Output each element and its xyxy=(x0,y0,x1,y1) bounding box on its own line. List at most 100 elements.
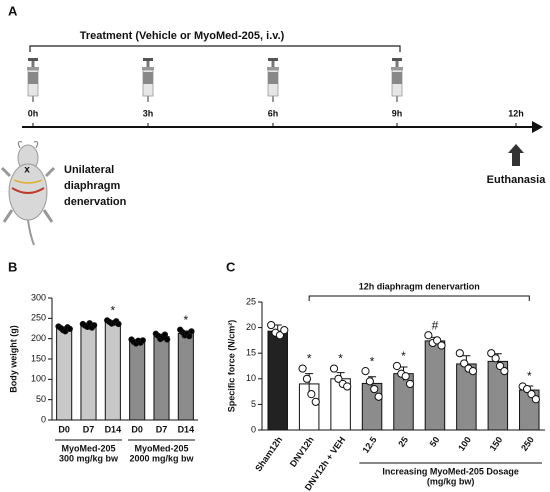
surgery-label: denervation xyxy=(64,196,127,208)
data-point xyxy=(455,349,464,358)
data-point xyxy=(307,390,316,399)
group-label: MyoMed-205 xyxy=(61,443,115,453)
bracket-label: 12h diaphragm denervartion xyxy=(359,281,480,291)
panel-label: B xyxy=(8,259,17,274)
y-tick-label: 50 xyxy=(36,394,46,404)
data-point xyxy=(188,328,195,335)
x-tick-label: 12.5 xyxy=(360,435,378,455)
y-tick-label: 300 xyxy=(31,292,46,302)
data-point xyxy=(401,372,410,381)
data-point xyxy=(433,336,442,345)
bar xyxy=(80,325,97,421)
data-point xyxy=(468,367,478,376)
x-tick-label: 150 xyxy=(488,435,505,453)
group-label: 300 mg/kg bw xyxy=(59,453,119,463)
x-tick-label: D0 xyxy=(131,424,143,434)
data-point xyxy=(280,326,289,335)
data-point xyxy=(374,392,383,401)
x-tick-label: Sham12h xyxy=(253,435,284,474)
group-label: (mg/kg bw) xyxy=(427,476,475,486)
data-point xyxy=(424,331,433,340)
bar xyxy=(177,332,194,421)
y-tick-label: 5 xyxy=(251,399,256,409)
timepoint-label: 6h xyxy=(268,108,279,118)
y-tick-label: 10 xyxy=(246,373,256,383)
significance-marker: * xyxy=(527,369,532,383)
significance-marker: * xyxy=(338,352,343,366)
x-tick-label: D14 xyxy=(178,424,195,434)
timepoint-label: 12h xyxy=(508,108,524,118)
endpoint-label: Euthanasia xyxy=(487,174,547,186)
panel-label: A xyxy=(8,3,18,18)
x-tick-label: D0 xyxy=(58,424,70,434)
data-point xyxy=(66,325,73,333)
x-tick-label: 100 xyxy=(456,435,473,453)
significance-marker: * xyxy=(307,352,312,366)
data-point xyxy=(500,367,509,376)
data-point xyxy=(164,336,171,343)
data-point xyxy=(298,364,307,373)
significance-marker: * xyxy=(401,349,406,363)
significance-marker: # xyxy=(432,318,439,332)
syringes xyxy=(26,57,404,103)
data-point xyxy=(91,322,98,329)
data-point xyxy=(311,397,320,406)
data-point xyxy=(495,361,505,371)
data-point xyxy=(522,384,532,394)
mouse-mark: x xyxy=(24,165,30,176)
data-point xyxy=(392,361,402,371)
y-axis-label: Specific force (N/cm²) xyxy=(226,320,236,413)
significance-marker: * xyxy=(370,354,375,368)
timepoint-label: 0h xyxy=(28,108,39,118)
timepoint-label: 9h xyxy=(392,108,403,118)
data-point xyxy=(275,331,285,340)
y-tick-label: 15 xyxy=(246,348,256,358)
surgery-label: diaphragm xyxy=(64,180,120,192)
data-point xyxy=(487,349,496,358)
bracket xyxy=(308,295,530,301)
y-axis-label: Body weight (g) xyxy=(8,325,18,393)
timepoint-label: 3h xyxy=(143,108,154,118)
mouse-illustration xyxy=(0,141,56,246)
data-point xyxy=(329,364,339,373)
data-point xyxy=(267,320,276,330)
data-point xyxy=(115,320,122,328)
x-tick-label: DNV12h xyxy=(288,435,316,469)
bar xyxy=(267,330,288,431)
data-point xyxy=(302,374,312,383)
data-point xyxy=(491,354,500,363)
significance-marker: * xyxy=(110,304,115,318)
data-point xyxy=(186,333,193,340)
data-point xyxy=(405,379,415,389)
surgery-label: Unilateral xyxy=(64,164,114,176)
timeline-arrowhead xyxy=(532,121,543,133)
group-label: Increasing MyoMed-205 Dosage xyxy=(382,466,519,476)
x-tick-label: D7 xyxy=(156,424,168,434)
bar xyxy=(56,328,73,421)
data-point xyxy=(343,382,352,391)
panel-label: C xyxy=(226,259,236,274)
x-tick-label: D7 xyxy=(83,424,95,434)
treatment-title: Treatment (Vehicle or MyoMed-205, i.v.) xyxy=(80,30,285,42)
data-point xyxy=(437,341,446,350)
data-point xyxy=(161,331,168,338)
data-point xyxy=(365,377,374,386)
bar xyxy=(153,336,170,421)
data-point xyxy=(139,337,146,344)
bar xyxy=(424,340,446,431)
data-point xyxy=(460,359,469,368)
bar xyxy=(129,341,146,421)
x-tick-label: 25 xyxy=(396,435,410,449)
y-tick-label: 20 xyxy=(246,322,256,332)
y-tick-label: 0 xyxy=(41,414,46,424)
data-point xyxy=(531,395,540,404)
x-tick-label: 250 xyxy=(519,435,536,453)
y-tick-label: 250 xyxy=(31,313,46,323)
y-tick-label: 200 xyxy=(31,333,46,343)
data-point xyxy=(361,367,370,376)
group-label: MyoMed-205 xyxy=(134,443,188,453)
data-point xyxy=(527,390,536,399)
treatment-bracket xyxy=(29,45,401,52)
